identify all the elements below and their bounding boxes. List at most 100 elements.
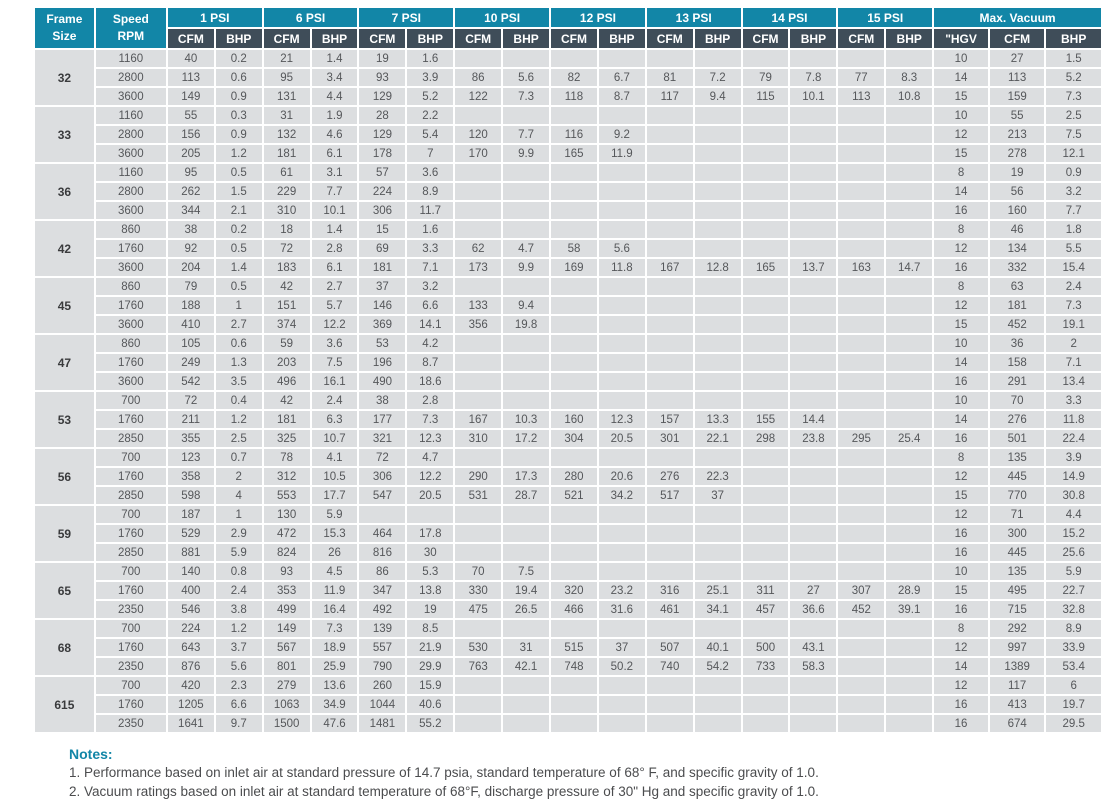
data-cell: 122 bbox=[455, 88, 502, 105]
data-cell bbox=[551, 696, 597, 713]
frame-group-615: 615 700 420 2.3 279 13.6 260 15.9 12 117 6 1760 1205… bbox=[35, 677, 1101, 732]
data-cell: 118 bbox=[551, 88, 597, 105]
data-cell: 16 bbox=[934, 430, 988, 447]
data-cell bbox=[503, 449, 550, 466]
psi-header-7: 7 PSI bbox=[359, 8, 454, 27]
data-cell: 13.6 bbox=[311, 677, 358, 694]
table-row: 45 860 79 0.5 42 2.7 37 3.2 8 63 2.4 bbox=[35, 278, 1101, 333]
data-cell: 7.3 bbox=[503, 88, 550, 105]
data-cell bbox=[838, 677, 885, 694]
data-cell: 332 bbox=[989, 259, 1045, 276]
data-cell: 42 bbox=[263, 278, 310, 295]
data-cell: 11.9 bbox=[598, 145, 645, 162]
data-cell bbox=[503, 715, 550, 732]
data-cell: 26.5 bbox=[503, 601, 550, 618]
data-cell: 11.7 bbox=[407, 202, 454, 219]
data-cell bbox=[455, 392, 502, 409]
data-cell bbox=[742, 183, 789, 200]
data-cell: 59 bbox=[263, 335, 310, 352]
data-cell: 3.8 bbox=[215, 601, 262, 618]
speed-rpm-cell: 1760 bbox=[95, 297, 166, 314]
frame-size-cell: 42 bbox=[35, 221, 94, 276]
data-cell bbox=[742, 107, 789, 124]
frame-size-cell: 36 bbox=[35, 164, 94, 219]
data-cell bbox=[742, 468, 789, 485]
data-cell: 8 bbox=[934, 221, 988, 238]
data-cell: 4.5 bbox=[311, 563, 358, 580]
data-cell: 157 bbox=[646, 411, 693, 428]
data-cell bbox=[742, 335, 789, 352]
data-cell bbox=[790, 677, 837, 694]
frame-group-33: 33 1160 55 0.3 31 1.9 28 2.2 10 55 2.5 2800 156 0.9 13… bbox=[35, 107, 1101, 162]
data-cell: 173 bbox=[455, 259, 502, 276]
data-cell bbox=[790, 240, 837, 257]
data-cell: 276 bbox=[646, 468, 693, 485]
data-cell: 7.3 bbox=[1046, 297, 1101, 314]
data-cell: 50.2 bbox=[598, 658, 645, 675]
data-cell: 1.6 bbox=[407, 50, 454, 67]
data-cell: 413 bbox=[989, 696, 1045, 713]
data-cell: 4.2 bbox=[407, 335, 454, 352]
data-cell bbox=[838, 126, 885, 143]
data-cell: 22.1 bbox=[694, 430, 741, 447]
data-cell: 155 bbox=[742, 411, 789, 428]
data-cell bbox=[790, 506, 837, 523]
data-cell: 1389 bbox=[989, 658, 1045, 675]
data-cell bbox=[886, 373, 933, 390]
data-cell: 37 bbox=[694, 487, 741, 504]
data-cell: 12 bbox=[934, 297, 988, 314]
data-cell bbox=[886, 449, 933, 466]
data-cell: 19 bbox=[407, 601, 454, 618]
data-cell bbox=[694, 316, 741, 333]
data-cell bbox=[886, 715, 933, 732]
unit-header-cell: CFM bbox=[263, 29, 310, 48]
data-cell bbox=[694, 506, 741, 523]
data-cell: 82 bbox=[551, 69, 597, 86]
data-cell bbox=[598, 183, 645, 200]
data-cell: 531 bbox=[455, 487, 502, 504]
table-row: 53 700 72 0.4 42 2.4 38 2.8 10 70 3.3 bbox=[35, 392, 1101, 447]
data-cell: 3.3 bbox=[1046, 392, 1101, 409]
data-cell: 12.1 bbox=[1046, 145, 1101, 162]
data-cell: 5.9 bbox=[215, 544, 262, 561]
data-cell: 12.3 bbox=[598, 411, 645, 428]
data-cell bbox=[694, 677, 741, 694]
data-cell: 187 bbox=[167, 506, 214, 523]
data-cell: 300 bbox=[989, 525, 1045, 542]
header-row-groups: Frame Size Speed RPM 1 PSI 6 PSI 7 PSI 10 … bbox=[35, 8, 1101, 48]
data-cell: 7.7 bbox=[503, 126, 550, 143]
data-cell: 10.8 bbox=[886, 88, 933, 105]
data-cell: 12.3 bbox=[407, 430, 454, 447]
data-cell bbox=[646, 449, 693, 466]
data-cell: 19.1 bbox=[1046, 316, 1101, 333]
data-cell: 824 bbox=[263, 544, 310, 561]
table-row: 3600 410 2.7 374 12.2 369 14.1 356 19.8 15 452 19.1 bbox=[35, 316, 1101, 333]
data-cell bbox=[646, 316, 693, 333]
data-cell bbox=[742, 373, 789, 390]
notes-title: Notes: bbox=[69, 746, 113, 762]
data-cell: 31 bbox=[503, 639, 550, 656]
data-cell: 3.9 bbox=[1046, 449, 1101, 466]
data-cell: 72 bbox=[359, 449, 406, 466]
data-cell: 816 bbox=[359, 544, 406, 561]
data-cell: 183 bbox=[263, 259, 310, 276]
data-cell bbox=[455, 677, 502, 694]
data-cell: 11.8 bbox=[1046, 411, 1101, 428]
data-cell: 790 bbox=[359, 658, 406, 675]
data-cell: 14 bbox=[934, 411, 988, 428]
data-cell: 2.4 bbox=[1046, 278, 1101, 295]
data-cell bbox=[742, 487, 789, 504]
data-cell: 8.9 bbox=[1046, 620, 1101, 637]
data-cell: 55 bbox=[989, 107, 1045, 124]
data-cell bbox=[551, 354, 597, 371]
data-cell: 330 bbox=[455, 582, 502, 599]
data-cell: 7.5 bbox=[311, 354, 358, 371]
data-cell: 14 bbox=[934, 354, 988, 371]
table-row: 1760 358 2 312 10.5 306 12.2 290 17.3 280 20.6 276 2… bbox=[35, 468, 1101, 485]
data-cell bbox=[646, 202, 693, 219]
data-cell: 347 bbox=[359, 582, 406, 599]
data-cell: 310 bbox=[455, 430, 502, 447]
frame-size-cell: 53 bbox=[35, 392, 94, 447]
data-cell bbox=[838, 297, 885, 314]
data-cell bbox=[694, 449, 741, 466]
